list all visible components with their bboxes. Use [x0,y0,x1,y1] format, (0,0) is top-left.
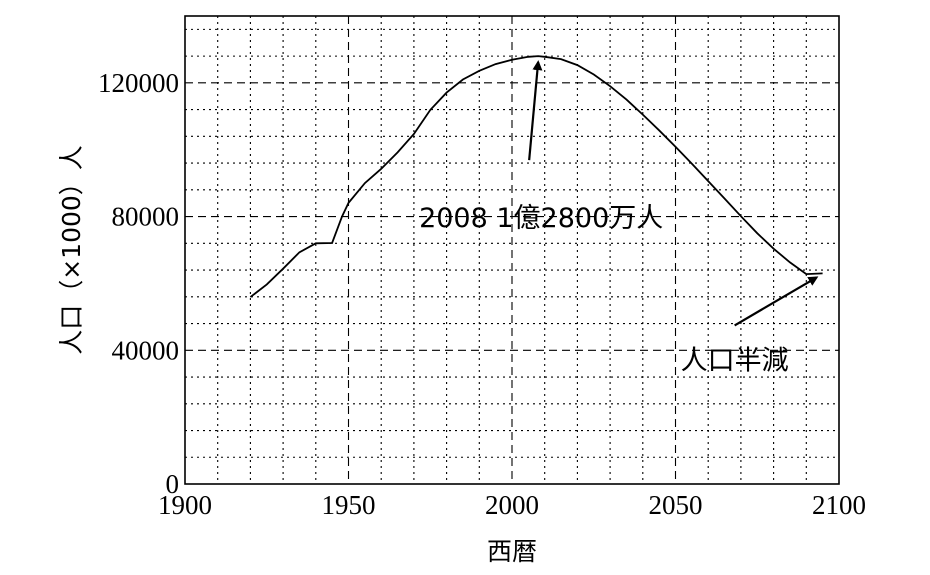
x-axis-label: 西暦 [487,537,537,566]
y-tick-labels: 0 40000 80000 120000 [98,68,179,499]
y-tick-label: 40000 [112,335,180,365]
x-tick-labels: 1900 1950 2000 2050 2100 [158,490,866,520]
x-tick-label: 1900 [158,490,212,520]
x-tick-label: 2000 [485,490,539,520]
grid-major [185,16,839,484]
x-tick-label: 1950 [322,490,376,520]
population-line [249,55,823,298]
y-tick-label: 80000 [112,202,180,232]
half-arrow [734,276,819,327]
x-tick-label: 2050 [649,490,703,520]
half-annotation: 人口半減 [681,345,789,376]
y-tick-label: 0 [166,469,180,499]
x-tick-label: 2100 [812,490,866,520]
plot-frame [184,15,840,485]
peak-annotation: 2008 1億2800万人 [419,203,663,234]
grid-minor [185,16,839,484]
y-axis-label: 人口（×1000）人 [57,145,86,355]
y-tick-label: 120000 [98,68,179,98]
peak-arrow [528,60,543,161]
